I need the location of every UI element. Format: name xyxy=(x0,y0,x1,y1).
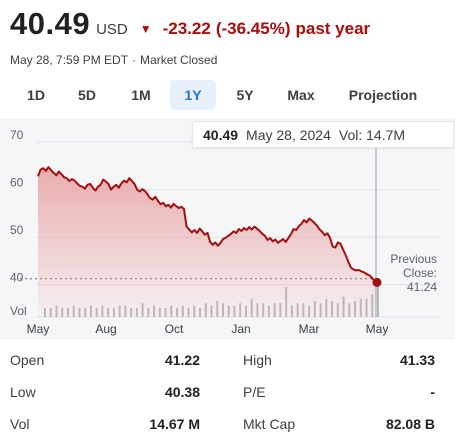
tooltip-date: May 28, 2024 xyxy=(246,126,331,143)
tab-1m[interactable]: 1M xyxy=(131,87,151,103)
range-tabs: 1D 5D 1M 1Y 5Y Max Projection xyxy=(0,80,455,112)
volume-axis-label: Vol xyxy=(10,304,27,318)
y-tick-label: 60 xyxy=(10,176,24,190)
change-percent: (-36.45%) xyxy=(215,19,291,38)
currency-label: USD xyxy=(96,21,128,38)
mktcap-label: Mkt Cap xyxy=(243,416,296,432)
change-absolute: -23.22 xyxy=(162,19,211,38)
vol-label: Vol xyxy=(10,416,30,432)
pe-value: - xyxy=(430,384,435,400)
x-tick-label: Jan xyxy=(231,322,250,336)
y-tick-label: 70 xyxy=(10,128,24,142)
price-area xyxy=(38,167,377,317)
open-label: Open xyxy=(10,352,45,368)
low-value: 40.38 xyxy=(164,384,200,400)
tab-projection[interactable]: Projection xyxy=(348,87,418,103)
market-status: Market Closed xyxy=(140,53,218,67)
mktcap-value: 82.08 B xyxy=(385,416,435,432)
stat-row-open-high: Open 41.22 High 41.33 xyxy=(0,344,455,376)
timestamp: May 28, 7:59 PM EDT xyxy=(10,53,129,67)
vol-value: 14.67 M xyxy=(149,416,200,432)
previous-close-label: Previous Close: 41.24 xyxy=(390,252,437,294)
x-tick-label: Mar xyxy=(299,322,320,336)
high-value: 41.33 xyxy=(399,352,435,368)
tab-max[interactable]: Max xyxy=(287,87,315,103)
hover-tooltip: 40.49 May 28, 2024 Vol: 14.7M xyxy=(192,121,454,148)
previous-close-line2: Close: xyxy=(402,266,437,280)
price-chart[interactable]: 70 60 50 40 Vol May Aug Oct Jan Mar May xyxy=(0,118,455,340)
open-value: 41.22 xyxy=(164,352,200,368)
tab-1y[interactable]: 1Y xyxy=(170,80,216,110)
volume-bar xyxy=(377,285,379,317)
y-tick-label: 40 xyxy=(10,271,24,285)
high-label: High xyxy=(243,352,272,368)
endpoint-marker xyxy=(372,277,382,287)
x-tick-label: Oct xyxy=(165,322,184,336)
change-period: past year xyxy=(295,19,371,38)
previous-close-value: 41.24 xyxy=(406,280,437,294)
tab-1d[interactable]: 1D xyxy=(27,87,45,103)
tab-5y[interactable]: 5Y xyxy=(236,87,254,103)
stat-row-vol-mktcap: Vol 14.67 M Mkt Cap 82.08 B xyxy=(0,408,455,440)
price-change: ▼ -23.22 (-36.45%) past year xyxy=(140,19,370,39)
low-label: Low xyxy=(10,384,36,400)
price-line xyxy=(37,166,378,284)
down-arrow-icon: ▼ xyxy=(139,22,152,36)
x-tick-label: May xyxy=(366,322,389,336)
x-tick-label: Aug xyxy=(95,322,116,336)
meta-separator: · xyxy=(132,53,137,67)
previous-close-line1: Previous xyxy=(390,252,437,266)
tooltip-volume: Vol: 14.7M xyxy=(338,126,406,143)
y-tick-label: 50 xyxy=(10,223,24,237)
stat-row-low-pe: Low 40.38 P/E - xyxy=(0,376,455,408)
tab-5d[interactable]: 5D xyxy=(78,87,96,103)
x-tick-label: May xyxy=(27,322,50,336)
pe-label: P/E xyxy=(243,384,266,400)
quote-header: 40.49 USD ▼ -23.22 (-36.45%) past year xyxy=(10,6,370,46)
current-price: 40.49 xyxy=(10,6,91,41)
market-meta: May 28, 7:59 PM EDT · Market Closed xyxy=(10,53,217,67)
tooltip-price: 40.49 xyxy=(203,126,239,143)
